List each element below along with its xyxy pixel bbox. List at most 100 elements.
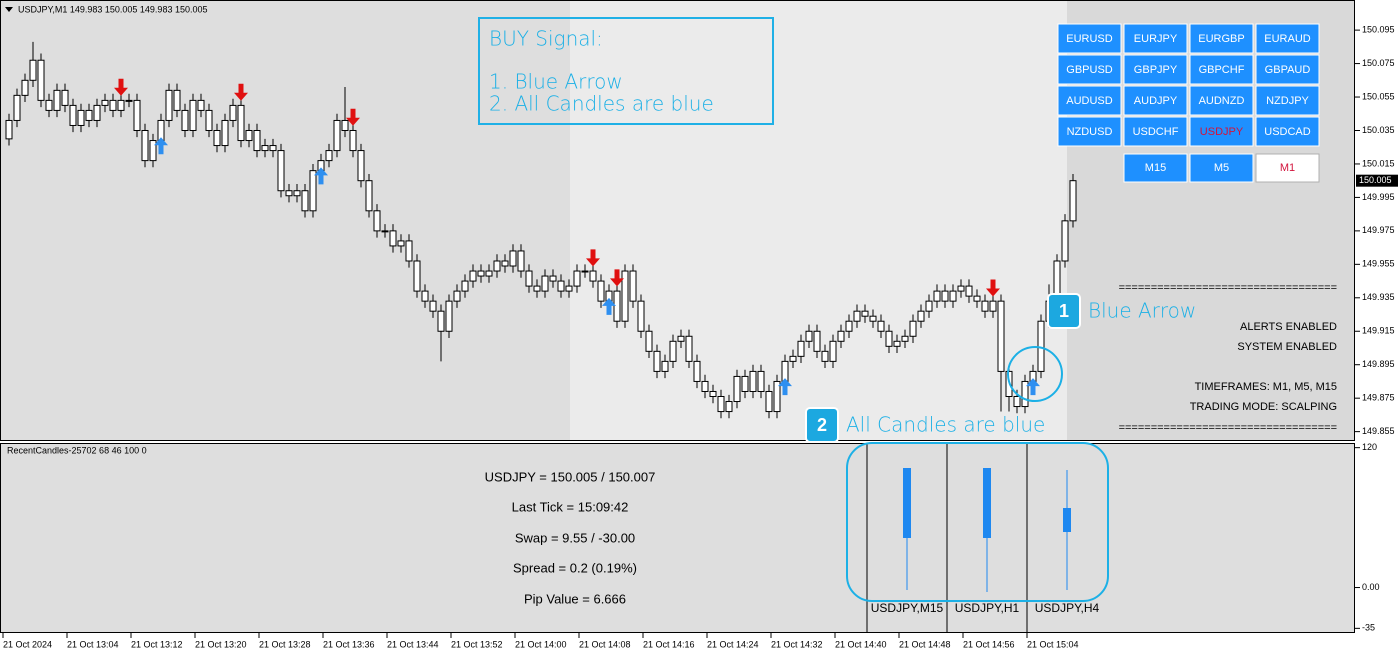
timeframe-button[interactable] — [1189, 153, 1254, 183]
candle-body — [381, 230, 389, 233]
symbol-button[interactable] — [1057, 54, 1122, 85]
symbol-button-label[interactable]: GBPCHF — [1199, 64, 1245, 76]
x-tick-label: 21 Oct 14:48 — [899, 639, 951, 649]
symbol-button[interactable] — [1057, 23, 1122, 54]
x-tick-label: 21 Oct 13:12 — [131, 639, 183, 649]
x-tick-label: 21 Oct 2024 — [3, 639, 52, 649]
candle-body — [141, 129, 149, 162]
candle-body — [597, 280, 605, 302]
symbol-buttons: EURUSD EURJPY EURGBP EURAUD GBPUSD GBPJPY GBPC… — [1057, 23, 1320, 183]
symbol-button-label[interactable]: USDCHF — [1133, 126, 1179, 138]
symbol-button[interactable] — [1057, 116, 1122, 147]
symbol-button[interactable] — [1255, 54, 1320, 85]
symbol-button-label[interactable]: GBPUSD — [1066, 64, 1113, 76]
candle-body — [925, 300, 933, 312]
symbol-button-label[interactable]: GBPAUD — [1265, 64, 1311, 76]
timeframe-button[interactable] — [1123, 153, 1188, 183]
symbol-button[interactable] — [1123, 23, 1188, 54]
symbol-button[interactable] — [1057, 85, 1122, 116]
symbol-button-label[interactable]: EURAUD — [1264, 33, 1311, 45]
candle-body — [725, 401, 733, 413]
candle-body — [93, 104, 101, 121]
candle-body — [285, 190, 293, 197]
y-tick-label: 149.895 — [1362, 359, 1395, 369]
candle-body — [829, 340, 837, 362]
symbol-button[interactable] — [1255, 116, 1320, 147]
timeframe-button[interactable] — [1255, 153, 1320, 183]
candle-body — [469, 270, 477, 282]
x-tick-label: 21 Oct 14:56 — [963, 639, 1015, 649]
symbol-button[interactable] — [1123, 116, 1188, 147]
menu-icon[interactable] — [5, 7, 13, 12]
symbol-button[interactable] — [1189, 85, 1254, 116]
candle-body — [37, 59, 45, 101]
timeframe-button-label[interactable]: M1 — [1280, 162, 1295, 174]
candle-body — [893, 340, 901, 347]
symbol-button[interactable] — [1255, 23, 1320, 54]
status-line: ALERTS ENABLED — [1240, 321, 1337, 333]
annotation-text: Blue Arrow — [1088, 299, 1196, 323]
x-tick-label: 21 Oct 13:52 — [451, 639, 503, 649]
candle-body — [1021, 380, 1029, 408]
signal-line: 2. All Candles are blue — [489, 92, 714, 116]
panel-label: USDJPY,H4 — [1035, 601, 1100, 615]
timeframe-button-label[interactable]: M5 — [1214, 162, 1229, 174]
candle-body — [709, 390, 717, 398]
symbol-button[interactable] — [1255, 85, 1320, 116]
status-line: ================================== — [1119, 282, 1337, 294]
candle-body — [717, 396, 725, 413]
symbol-button-label[interactable]: AUDJPY — [1134, 95, 1178, 107]
y-tick-label: 150.015 — [1362, 158, 1395, 168]
candle-body — [117, 99, 125, 111]
sell-arrow — [234, 83, 248, 101]
symbol-button-label[interactable]: AUDNZD — [1199, 95, 1245, 107]
badge — [1047, 293, 1081, 329]
y-tick-label: 149.975 — [1362, 225, 1395, 235]
candle-body — [229, 104, 237, 121]
info-line: USDJPY = 150.005 / 150.007 — [485, 469, 656, 484]
symbol-button-label[interactable]: EURGBP — [1198, 33, 1244, 45]
symbol-button-label[interactable]: EURUSD — [1066, 33, 1113, 45]
status-line: SYSTEM ENABLED — [1237, 341, 1337, 353]
candle-body — [133, 99, 141, 131]
buy-arrow — [1026, 378, 1040, 396]
panel-label: USDJPY,M15 — [871, 601, 944, 615]
symbol-button-label[interactable]: NZDJPY — [1266, 95, 1309, 107]
symbol-button-label[interactable]: USDCAD — [1264, 126, 1311, 138]
candle-body — [77, 109, 85, 126]
symbol-button[interactable] — [1123, 85, 1188, 116]
candle-body — [405, 240, 413, 262]
candle-body — [309, 170, 317, 212]
symbol-button-label[interactable]: AUDUSD — [1066, 95, 1113, 107]
candle-body — [189, 99, 197, 131]
symbol-button[interactable] — [1189, 54, 1254, 85]
candle-body — [221, 119, 229, 147]
candle-body — [253, 129, 261, 152]
y-tick-label: 149.855 — [1362, 426, 1395, 436]
indicator-name: RecentCandles-25702 68 46 100 0 — [7, 445, 147, 455]
candle-body — [181, 109, 189, 131]
candle-body — [853, 310, 861, 322]
symbol-button-label[interactable]: USDJPY — [1200, 126, 1244, 138]
symbol-button-label[interactable]: EURJPY — [1134, 33, 1178, 45]
symbol-button-label[interactable]: GBPJPY — [1134, 64, 1178, 76]
candle-body — [693, 360, 701, 382]
candle-body — [557, 280, 565, 292]
y-tick-label: 150.095 — [1362, 24, 1395, 34]
signal-box — [478, 17, 774, 125]
x-tick-label: 21 Oct 13:36 — [323, 639, 375, 649]
symbol-button-label[interactable]: NZDUSD — [1067, 126, 1113, 138]
candle-body — [861, 310, 869, 317]
indicator-pane-bg — [0, 443, 1355, 633]
symbol-button[interactable] — [1189, 116, 1254, 147]
candle-body — [517, 250, 525, 272]
status-line: TRADING MODE: SCALPING — [1190, 401, 1337, 413]
candle-body — [525, 270, 533, 287]
x-tick-label: 21 Oct 13:44 — [387, 639, 439, 649]
candle-body — [613, 290, 621, 322]
timeframe-button-label[interactable]: M15 — [1145, 162, 1166, 174]
symbol-button[interactable] — [1123, 54, 1188, 85]
mini-candle — [1063, 508, 1071, 532]
symbol-button[interactable] — [1189, 23, 1254, 54]
sell-arrow — [586, 249, 600, 267]
